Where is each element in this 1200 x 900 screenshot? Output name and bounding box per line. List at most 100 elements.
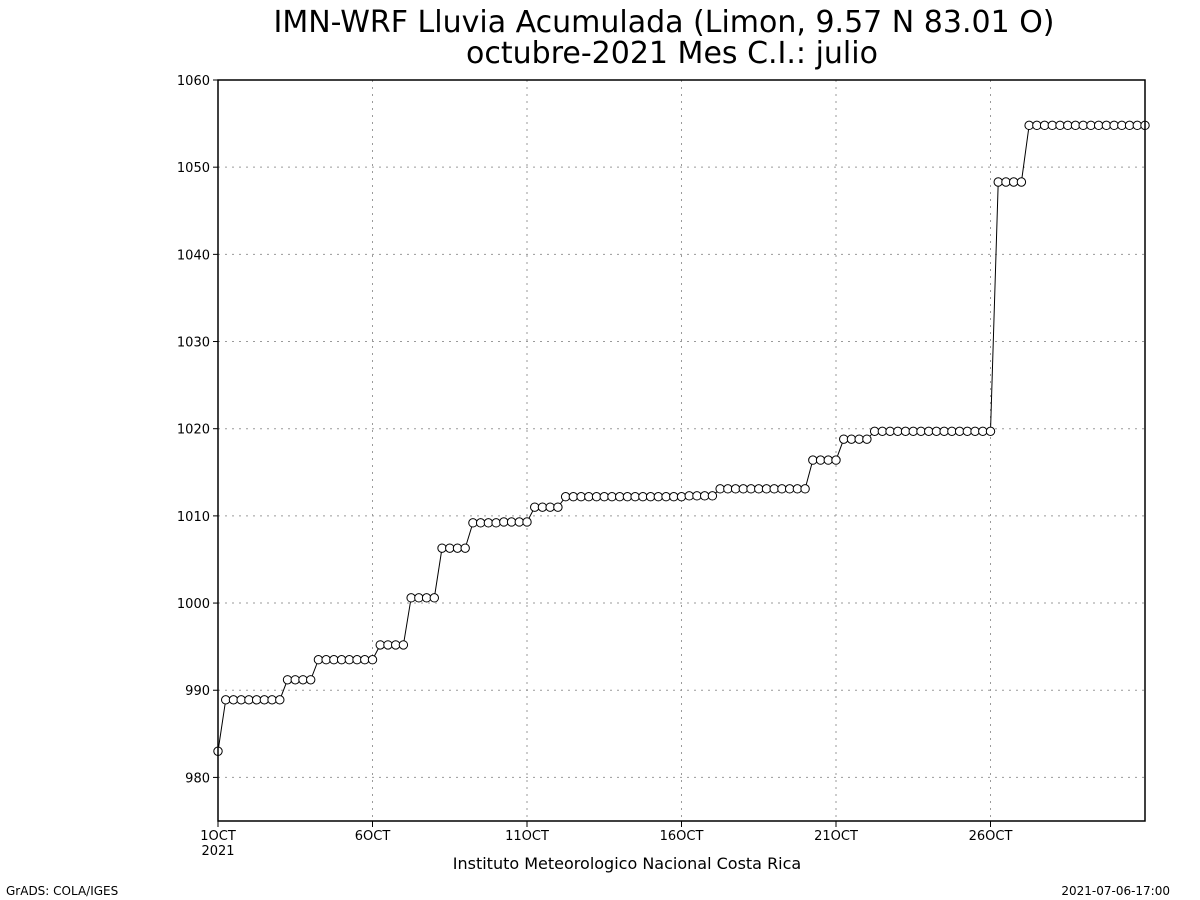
data-point (800, 484, 810, 494)
data-point (769, 484, 779, 494)
data-point (452, 543, 463, 553)
data-point (885, 426, 895, 437)
data-point (931, 426, 942, 437)
data-point (437, 543, 447, 553)
y-tick-label: 1010 (177, 510, 210, 525)
data-point (406, 593, 416, 603)
data-point (468, 518, 478, 528)
data-point (221, 695, 231, 705)
data-point (939, 426, 949, 437)
data-point (954, 426, 965, 437)
data-point (1132, 120, 1142, 131)
data-point (715, 484, 725, 494)
data-point (244, 695, 254, 705)
data-point (537, 502, 548, 512)
data-point (336, 655, 347, 665)
data-point (1109, 120, 1119, 131)
y-tick-label: 980 (185, 771, 210, 786)
data-point (584, 492, 594, 502)
data-point (514, 517, 524, 527)
data-point (390, 640, 401, 650)
footer-left: GrADS: COLA/IGES (6, 884, 118, 898)
data-point (1124, 120, 1135, 131)
data-point (761, 484, 772, 494)
data-point (831, 455, 841, 465)
data-point (344, 655, 355, 665)
data-point (383, 640, 393, 650)
data-point (1117, 120, 1127, 131)
data-point (1001, 177, 1011, 187)
data-point (893, 426, 903, 437)
data-point (553, 502, 563, 512)
data-point (985, 426, 996, 437)
data-point (421, 593, 432, 603)
data-point (808, 455, 818, 465)
data-point (576, 492, 586, 502)
data-point (638, 492, 648, 502)
y-tick-label: 990 (185, 684, 210, 699)
chart-title: IMN-WRF Lluvia Acumulada (Limon, 9.57 N … (273, 5, 1054, 40)
y-tick-label: 1050 (177, 161, 210, 176)
data-point (483, 518, 494, 528)
data-point (900, 426, 911, 437)
x-tick-sublabel: 2021 (201, 844, 234, 859)
data-point (746, 484, 756, 494)
data-point (862, 434, 872, 444)
data-point (978, 426, 988, 437)
x-axis-label: Instituto Meteorologico Nacional Costa R… (453, 854, 801, 873)
data-point (877, 426, 888, 437)
data-point (236, 695, 246, 705)
data-point (282, 675, 293, 685)
data-point (367, 655, 378, 665)
data-point (290, 675, 300, 685)
data-point (615, 492, 625, 502)
data-point (1063, 120, 1073, 131)
data-point (661, 492, 671, 502)
data-point (754, 484, 764, 494)
data-point (414, 593, 424, 603)
chart-subtitle: octubre-2021 Mes C.I.: julio (466, 36, 878, 71)
footer-right: 2021-07-06-17:00 (1061, 884, 1170, 898)
data-point (267, 695, 277, 705)
data-point (530, 502, 540, 512)
data-point (962, 426, 973, 437)
data-point (1086, 120, 1096, 131)
data-point (499, 517, 509, 527)
plot-frame (217, 79, 1146, 822)
data-point (375, 640, 385, 650)
data-point (630, 492, 640, 502)
grid-lines (218, 80, 1145, 821)
data-point (622, 492, 633, 502)
data-point (846, 434, 857, 444)
data-point (475, 518, 486, 528)
y-tick-label: 1060 (177, 74, 210, 89)
x-tick-label: 26OCT (969, 829, 1013, 844)
data-point (599, 492, 609, 502)
data-point (591, 492, 602, 502)
y-tick-label: 1040 (177, 248, 210, 263)
data-point (707, 491, 718, 501)
y-tick-label: 1020 (177, 423, 210, 438)
data-point (251, 695, 262, 705)
data-point (823, 455, 833, 465)
data-point (398, 640, 409, 650)
x-tick-label: 21OCT (814, 829, 858, 844)
data-point (460, 543, 470, 553)
y-tick-label: 1000 (177, 597, 210, 612)
x-tick-label: 6OCT (355, 829, 391, 844)
data-point (777, 484, 787, 494)
y-axis: 980 990 1000 1010 1020 1030 1040 1050 1060 (177, 74, 218, 786)
data-point (653, 492, 664, 502)
data-point (560, 492, 571, 502)
data-point (607, 492, 617, 502)
data-point (908, 426, 918, 437)
data-series (213, 120, 1150, 756)
x-tick-label: 11OCT (505, 829, 549, 844)
data-point (1047, 120, 1058, 131)
data-point (723, 484, 733, 494)
data-point (360, 655, 370, 665)
data-point (869, 426, 880, 437)
data-point (313, 655, 324, 665)
